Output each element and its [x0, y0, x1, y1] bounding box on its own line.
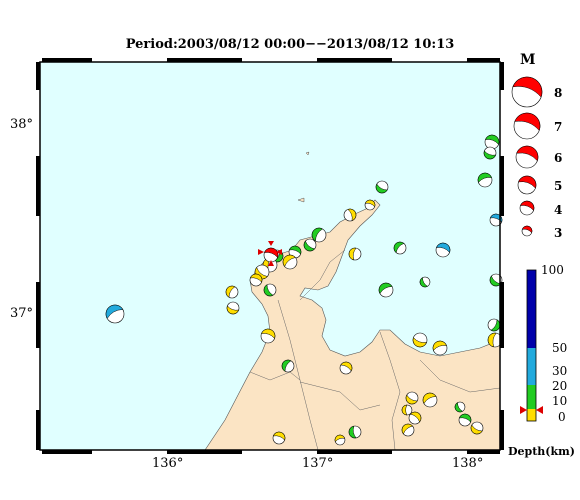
event-mechanism-1	[483, 146, 497, 160]
mag-label-8: 8	[554, 86, 563, 100]
event-mechanism-6	[311, 227, 327, 243]
event-mechanism-27	[487, 318, 501, 332]
magnitude-heading: M	[520, 52, 536, 68]
event-mechanism-21	[419, 276, 431, 288]
event-mechanism-28	[487, 332, 503, 348]
event-mechanism-36	[454, 401, 466, 413]
mag-label-5: 5	[554, 179, 563, 193]
mag-label-3: 3	[554, 226, 563, 240]
depth-tick-20: 20	[552, 379, 568, 393]
event-mechanism-3	[375, 180, 389, 194]
event-mechanism-41	[272, 431, 286, 445]
main-event-arrows	[258, 241, 282, 255]
event-mechanism-0	[484, 134, 500, 150]
event-mechanism-31	[405, 391, 419, 405]
earthquake-events	[105, 134, 503, 446]
depth-tick-30: 30	[552, 364, 568, 378]
event-mechanism-30	[339, 361, 353, 375]
event-mechanism-25	[412, 332, 428, 348]
event-mechanism-35	[401, 423, 415, 437]
depth-tick-10: 10	[552, 394, 568, 408]
map-frame	[39, 61, 501, 451]
main-event-marker	[268, 260, 274, 266]
event-mechanism-5	[343, 208, 357, 222]
event-mechanism-2	[477, 172, 493, 188]
depth-colorbar	[520, 269, 543, 422]
magnitude-ball-5	[517, 175, 537, 195]
event-mechanism-16	[226, 301, 240, 315]
magnitude-ball-3	[521, 225, 533, 237]
magnitude-ball-7	[513, 112, 541, 140]
land-area	[204, 199, 500, 450]
event-mechanism-24	[489, 213, 503, 227]
map-title: Period:2003/08/12 00:00−−2013/08/12 10:1…	[125, 37, 455, 52]
event-mechanism-15	[225, 285, 239, 299]
mag-label-4: 4	[554, 203, 563, 217]
event-mechanism-22	[378, 282, 394, 298]
depth-axis-label: Depth(km)	[508, 445, 575, 458]
mag-label-6: 6	[554, 151, 563, 165]
magnitude-ball-4	[519, 200, 535, 216]
frame-scale-bars	[36, 58, 504, 454]
event-mechanism-14	[263, 283, 277, 297]
event-mechanism-18	[348, 247, 362, 261]
event-mechanism-4	[364, 199, 376, 211]
event-mechanism-20	[435, 242, 451, 258]
event-mechanism-13	[249, 273, 263, 287]
event-mechanism-39	[348, 425, 362, 439]
lon-tick-137: 137°	[302, 456, 334, 471]
main-event-mechanism	[263, 247, 279, 263]
lon-tick-138: 138°	[452, 456, 484, 471]
magnitude-legend-balls	[511, 76, 543, 237]
event-mechanism-17	[260, 328, 276, 344]
depth-tick-50: 50	[552, 341, 568, 355]
magnitude-ball-8	[511, 76, 543, 108]
event-mechanism-26	[432, 340, 448, 356]
lat-tick-37: 37°	[10, 306, 34, 321]
event-mechanism-37	[458, 413, 472, 427]
event-mechanism-33	[401, 404, 413, 416]
event-mechanism-32	[422, 392, 438, 408]
event-mechanism-19	[393, 241, 407, 255]
event-mechanism-34	[408, 411, 422, 425]
event-mechanism-38	[470, 421, 484, 435]
lon-tick-136: 136°	[152, 456, 184, 471]
event-mechanism-23	[489, 273, 503, 287]
lat-tick-38: 38°	[10, 117, 34, 132]
magnitude-ball-6	[515, 145, 539, 169]
event-mechanism-7	[303, 238, 317, 252]
depth-tick-0: 0	[558, 410, 566, 424]
depth-tick-100: 100	[541, 263, 564, 277]
event-mechanism-42	[105, 304, 125, 324]
event-mechanism-29	[281, 359, 295, 373]
event-mechanism-9	[282, 254, 298, 270]
event-mechanism-40	[334, 434, 346, 446]
mag-label-7: 7	[554, 120, 563, 134]
